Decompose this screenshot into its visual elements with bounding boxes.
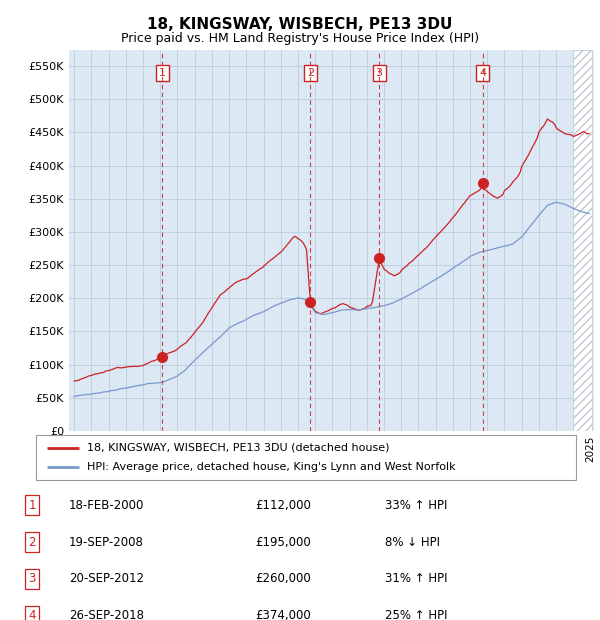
Text: HPI: Average price, detached house, King's Lynn and West Norfolk: HPI: Average price, detached house, King… (88, 463, 456, 472)
Text: 25% ↑ HPI: 25% ↑ HPI (385, 609, 447, 620)
Text: £260,000: £260,000 (255, 572, 311, 585)
Text: 4: 4 (28, 609, 36, 620)
Text: 4: 4 (479, 68, 487, 78)
Text: 2: 2 (28, 536, 36, 549)
Bar (574, 50, 592, 431)
Text: £374,000: £374,000 (255, 609, 311, 620)
Text: £112,000: £112,000 (255, 498, 311, 511)
FancyBboxPatch shape (36, 435, 576, 480)
Text: £195,000: £195,000 (255, 536, 311, 549)
Text: 8% ↓ HPI: 8% ↓ HPI (385, 536, 440, 549)
Text: 3: 3 (28, 572, 36, 585)
Bar (574, 50, 592, 431)
Text: Price paid vs. HM Land Registry's House Price Index (HPI): Price paid vs. HM Land Registry's House … (121, 32, 479, 45)
Text: 1: 1 (28, 498, 36, 511)
Text: 20-SEP-2012: 20-SEP-2012 (69, 572, 144, 585)
Text: 33% ↑ HPI: 33% ↑ HPI (385, 498, 447, 511)
Text: 18-FEB-2000: 18-FEB-2000 (69, 498, 144, 511)
Text: 18, KINGSWAY, WISBECH, PE13 3DU (detached house): 18, KINGSWAY, WISBECH, PE13 3DU (detache… (88, 443, 390, 453)
Text: 26-SEP-2018: 26-SEP-2018 (69, 609, 144, 620)
Text: 2: 2 (307, 68, 314, 78)
Text: 1: 1 (159, 68, 166, 78)
Text: 18, KINGSWAY, WISBECH, PE13 3DU: 18, KINGSWAY, WISBECH, PE13 3DU (148, 17, 452, 32)
Text: 3: 3 (376, 68, 383, 78)
Text: 19-SEP-2008: 19-SEP-2008 (69, 536, 143, 549)
Text: 31% ↑ HPI: 31% ↑ HPI (385, 572, 447, 585)
